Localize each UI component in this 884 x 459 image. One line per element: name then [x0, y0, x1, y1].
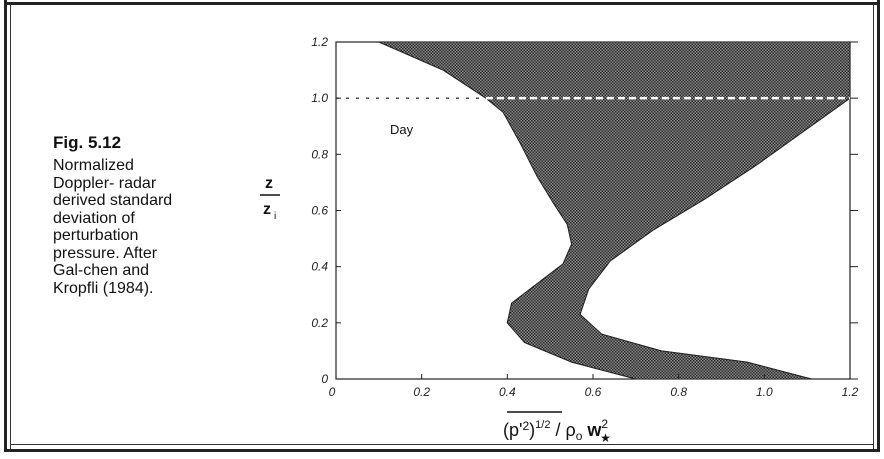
y-axis-label-zi: z [263, 201, 271, 218]
y-tick-label: 0.8 [311, 147, 328, 161]
caption-body: Normalized Doppler- radar derived standa… [53, 157, 173, 297]
series-lower-bound [378, 41, 636, 380]
x-tick-label: 0.8 [670, 385, 687, 399]
x-tick-label: 0.4 [499, 385, 516, 399]
y-tick-label: 0.4 [311, 260, 328, 274]
y-tick-label: 1.2 [311, 35, 328, 49]
svg-text:i: i [274, 211, 276, 222]
x-tick-label: 1.0 [756, 385, 773, 399]
caption-title: Fig. 5.12 [53, 133, 122, 152]
frame-border-right-inner [873, 4, 874, 449]
frame-border-bottom [4, 449, 880, 452]
frame-border-bottom-inner [10, 444, 874, 445]
y-axis-label-z: z [265, 175, 273, 192]
y-tick-label: 1.0 [311, 91, 328, 105]
std-dev-band [378, 41, 851, 380]
y-tick-label: 0.2 [311, 316, 328, 330]
y-tick-label: 0.6 [311, 204, 328, 218]
x-tick-label: 0.6 [585, 385, 602, 399]
x-tick-label: 0 [329, 385, 336, 399]
frame-border-right [877, 0, 880, 452]
y-tick-label: 0 [321, 372, 328, 386]
svg-text:(p'2)1/2 / ρo w2★: (p'2)1/2 / ρo w2 ★ [503, 417, 611, 445]
x-tick-label: 0.2 [413, 385, 430, 399]
day-annotation: Day [390, 122, 414, 137]
frame-border-left-inner [10, 4, 11, 449]
x-tick-label: 1.2 [842, 385, 859, 399]
figure-caption: Fig. 5.12 Normalized Doppler- radar deri… [53, 133, 243, 297]
x-axis-label: (p'2)1/2 / ρo w2 ★ [503, 411, 611, 445]
frame-border-left [4, 0, 7, 452]
series-upper-bound [579, 42, 851, 380]
y-axis-label: z z i [260, 175, 280, 222]
frame-border-top [4, 2, 880, 5]
